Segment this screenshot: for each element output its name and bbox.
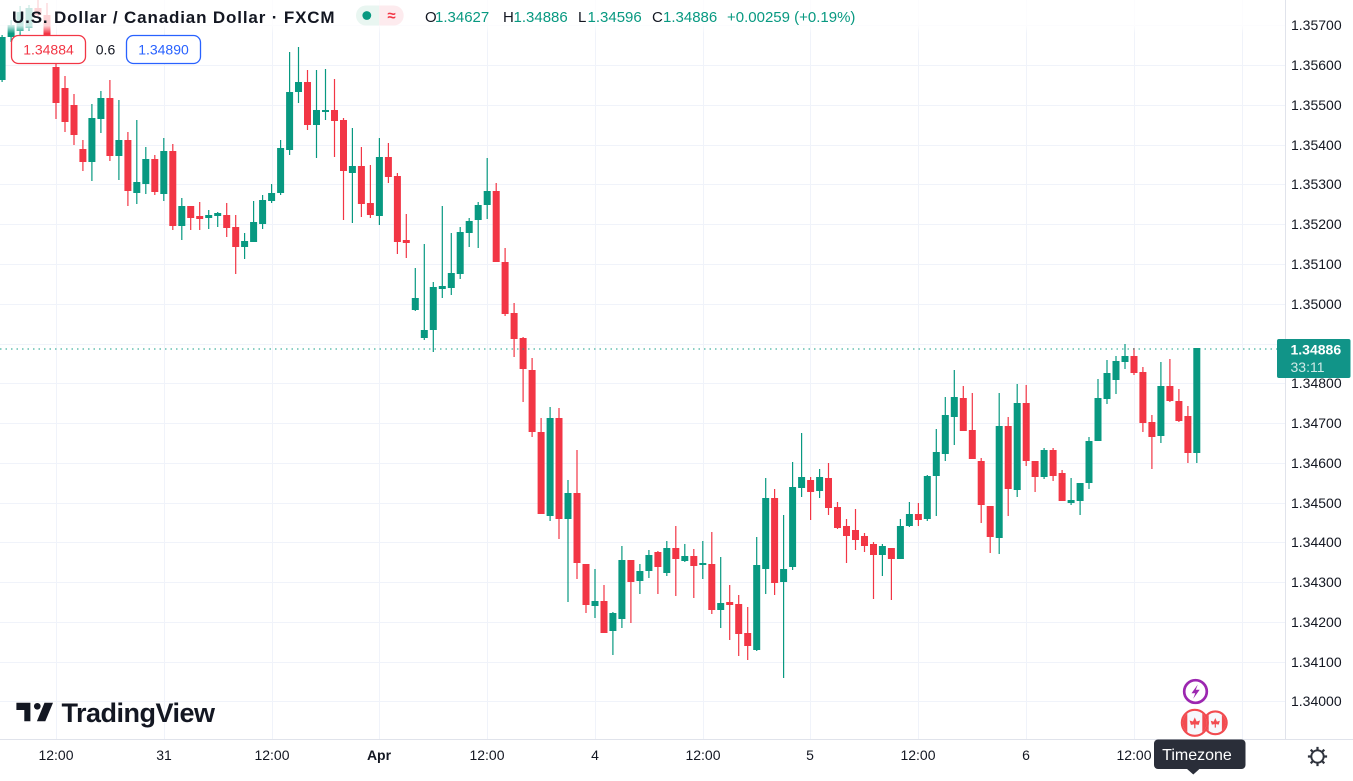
svg-text:1.35200: 1.35200 xyxy=(1291,216,1342,232)
svg-text:1.34600: 1.34600 xyxy=(1291,455,1342,471)
svg-text:1.34200: 1.34200 xyxy=(1291,614,1342,630)
svg-text:1.35300: 1.35300 xyxy=(1291,176,1342,192)
svg-text:1.35400: 1.35400 xyxy=(1291,137,1342,153)
svg-text:1.34000: 1.34000 xyxy=(1291,693,1342,709)
svg-text:≈: ≈ xyxy=(387,8,395,25)
svg-text:12:00: 12:00 xyxy=(38,747,73,763)
svg-text:12:00: 12:00 xyxy=(900,747,935,763)
svg-text:L: L xyxy=(578,9,586,26)
svg-text:1.34100: 1.34100 xyxy=(1291,654,1342,670)
svg-text:12:00: 12:00 xyxy=(469,747,504,763)
svg-text:1.35500: 1.35500 xyxy=(1291,97,1342,113)
svg-text:5: 5 xyxy=(806,747,814,763)
svg-text:1.34884: 1.34884 xyxy=(23,42,74,58)
svg-text:1.34500: 1.34500 xyxy=(1291,495,1342,511)
svg-text:1.34886: 1.34886 xyxy=(663,9,717,26)
svg-text:H: H xyxy=(503,9,514,26)
svg-text:+0.00259 (+0.19%): +0.00259 (+0.19%) xyxy=(727,9,855,26)
svg-text:1.34400: 1.34400 xyxy=(1291,534,1342,550)
svg-text:Timezone: Timezone xyxy=(1162,747,1232,764)
svg-text:12:00: 12:00 xyxy=(685,747,720,763)
svg-text:1.35100: 1.35100 xyxy=(1291,256,1342,272)
svg-text:1.34886: 1.34886 xyxy=(514,9,568,26)
svg-text:1.34300: 1.34300 xyxy=(1291,574,1342,590)
svg-text:1.34890: 1.34890 xyxy=(138,42,189,58)
svg-text:4: 4 xyxy=(591,747,599,763)
svg-text:1.35600: 1.35600 xyxy=(1291,57,1342,73)
svg-text:0.6: 0.6 xyxy=(96,42,116,58)
svg-text:U.S. Dollar / Canadian Dollar: U.S. Dollar / Canadian Dollar · FXCM xyxy=(12,8,335,27)
svg-text:1.34627: 1.34627 xyxy=(435,9,489,26)
svg-text:12:00: 12:00 xyxy=(254,747,289,763)
svg-text:33:11: 33:11 xyxy=(1291,359,1325,375)
svg-text:TradingView: TradingView xyxy=(62,698,217,728)
svg-text:1.34886: 1.34886 xyxy=(1291,342,1342,358)
svg-text:6: 6 xyxy=(1022,747,1030,763)
svg-text:1.35000: 1.35000 xyxy=(1291,296,1342,312)
svg-text:1.35700: 1.35700 xyxy=(1291,17,1342,33)
svg-text:1.34700: 1.34700 xyxy=(1291,415,1342,431)
svg-text:31: 31 xyxy=(156,747,172,763)
svg-text:12:00: 12:00 xyxy=(1116,747,1151,763)
svg-text:C: C xyxy=(652,9,663,26)
svg-text:Apr: Apr xyxy=(367,747,392,763)
svg-text:1.34596: 1.34596 xyxy=(588,9,642,26)
